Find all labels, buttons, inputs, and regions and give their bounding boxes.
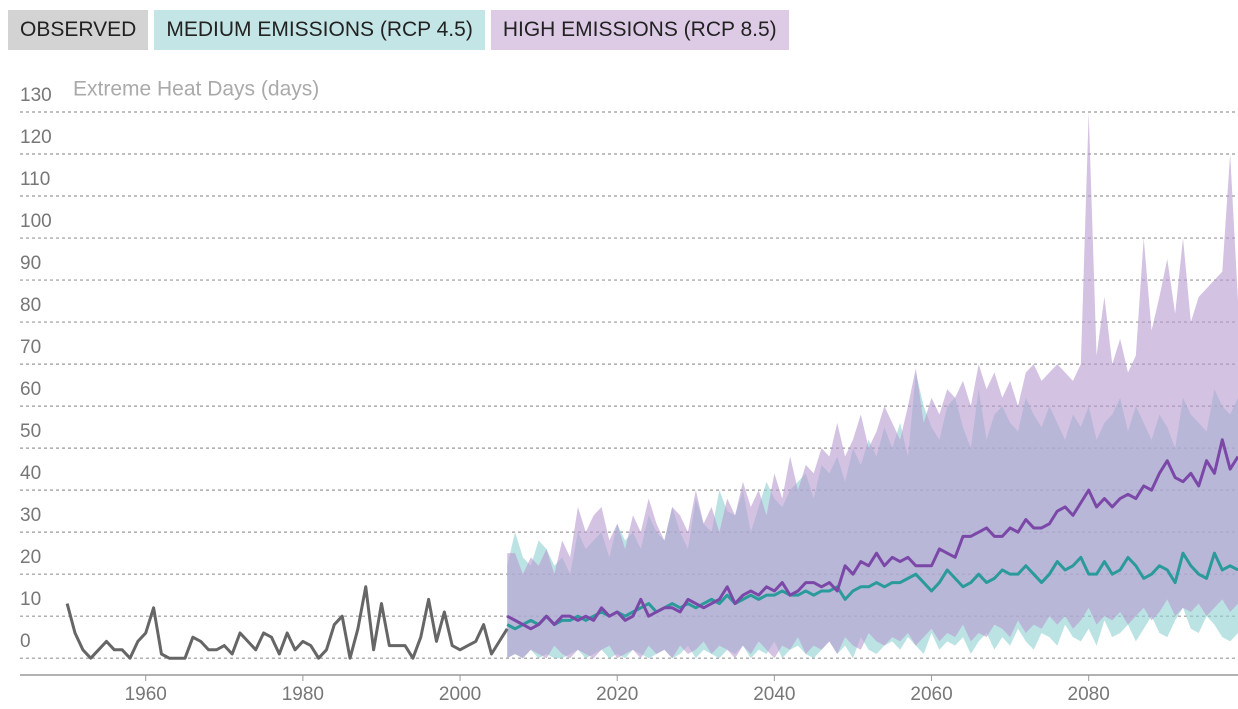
y-tick-label: 110 [20,169,50,190]
series-line [506,438,1238,631]
y-tick-label: 120 [20,127,52,148]
y-tick-label: 80 [20,295,41,316]
legend-button[interactable]: MEDIUM EMISSIONS (RCP 4.5) [154,10,485,50]
y-axis-label: Extreme Heat Days (days) [73,78,319,101]
y-tick-label: 90 [20,253,41,274]
x-tick-label: 1960 [125,684,167,705]
y-tick-label: 60 [20,379,41,400]
legend: OBSERVED MEDIUM EMISSIONS (RCP 4.5) HIGH E… [8,10,789,50]
y-tick-label: 50 [20,421,41,442]
y-tick-label: 0 [20,631,31,652]
x-tick-label: 2060 [910,684,952,705]
legend-button[interactable]: OBSERVED [8,10,149,50]
series-line [506,551,1238,631]
y-tick-label: 30 [20,505,41,526]
y-tick-label: 100 [20,211,52,232]
y-tick-label: 20 [20,547,41,568]
x-tick-label: 2080 [1068,684,1110,705]
legend-button[interactable]: HIGH EMISSIONS (RCP 8.5) [490,10,789,50]
series-line [65,585,509,660]
range-band [507,112,1238,659]
y-tick-label: 10 [20,589,41,610]
x-tick-label: 2040 [753,684,795,705]
x-tick-label: 1980 [282,684,324,705]
x-tick-label: 2020 [596,684,638,705]
y-tick-label: 70 [20,337,41,358]
y-tick-label: 40 [20,463,41,484]
x-tick-label: 2000 [439,684,481,705]
y-tick-label: 130 [20,85,52,106]
